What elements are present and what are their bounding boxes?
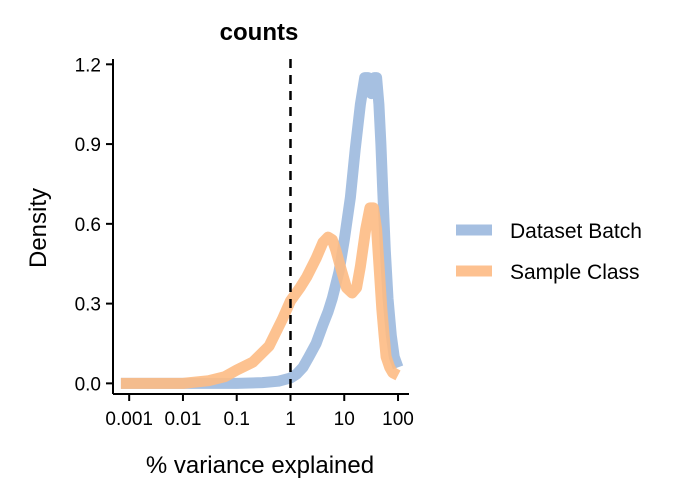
series-line-1 bbox=[120, 202, 401, 389]
y-axis: 0.0 0.3 0.6 0.9 1.2 bbox=[75, 55, 114, 395]
x-axis: 0.001 0.01 0.1 1 10 100 bbox=[105, 393, 414, 430]
y-tick-label: 1.2 bbox=[75, 55, 101, 76]
y-axis-title: Density bbox=[25, 188, 52, 268]
y-tick-label: 0.9 bbox=[75, 135, 101, 156]
legend-label-1: Sample Class bbox=[510, 261, 640, 284]
y-tick-label: 0.0 bbox=[75, 374, 101, 395]
x-axis-title: % variance explained bbox=[146, 452, 374, 479]
x-tick-label: 10 bbox=[334, 409, 355, 430]
x-tick-label: 1 bbox=[285, 409, 296, 430]
legend: Dataset Batch Sample Class bbox=[456, 220, 642, 284]
y-tick-label: 0.3 bbox=[75, 295, 101, 316]
x-tick-label: 0.1 bbox=[224, 409, 250, 430]
x-tick-label: 100 bbox=[382, 409, 414, 430]
x-tick-label: 0.001 bbox=[105, 409, 153, 430]
series-line-0 bbox=[120, 72, 404, 389]
legend-label-0: Dataset Batch bbox=[510, 220, 642, 243]
chart-title: counts bbox=[220, 19, 299, 46]
plot-area bbox=[120, 59, 404, 394]
x-tick-label: 0.01 bbox=[164, 409, 201, 430]
y-tick-label: 0.6 bbox=[75, 215, 101, 236]
